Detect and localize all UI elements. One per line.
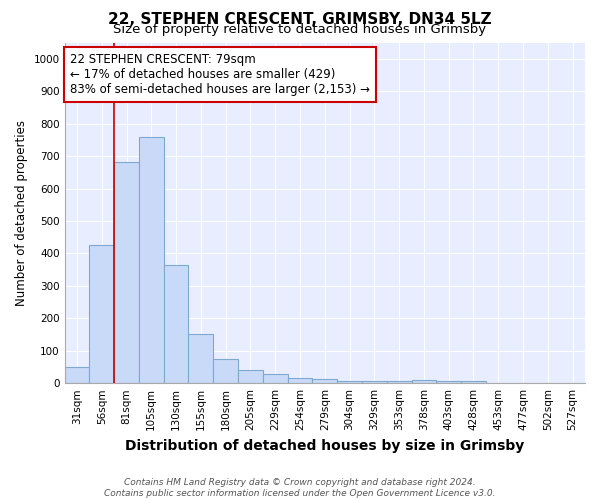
Bar <box>188 334 213 383</box>
Bar <box>337 380 362 383</box>
Bar <box>213 360 238 383</box>
Bar <box>89 246 114 383</box>
Bar <box>114 162 139 383</box>
Bar <box>461 380 486 383</box>
Bar <box>263 374 287 383</box>
Bar <box>238 370 263 383</box>
Bar <box>164 265 188 383</box>
Bar <box>65 367 89 383</box>
Bar <box>287 378 313 383</box>
Bar <box>362 381 387 383</box>
Bar <box>139 136 164 383</box>
X-axis label: Distribution of detached houses by size in Grimsby: Distribution of detached houses by size … <box>125 438 524 452</box>
Bar <box>436 380 461 383</box>
Text: 22 STEPHEN CRESCENT: 79sqm
← 17% of detached houses are smaller (429)
83% of sem: 22 STEPHEN CRESCENT: 79sqm ← 17% of deta… <box>70 52 370 96</box>
Y-axis label: Number of detached properties: Number of detached properties <box>15 120 28 306</box>
Text: Contains HM Land Registry data © Crown copyright and database right 2024.
Contai: Contains HM Land Registry data © Crown c… <box>104 478 496 498</box>
Bar <box>412 380 436 383</box>
Bar <box>313 379 337 383</box>
Text: 22, STEPHEN CRESCENT, GRIMSBY, DN34 5LZ: 22, STEPHEN CRESCENT, GRIMSBY, DN34 5LZ <box>108 12 492 28</box>
Bar <box>387 381 412 383</box>
Text: Size of property relative to detached houses in Grimsby: Size of property relative to detached ho… <box>113 22 487 36</box>
